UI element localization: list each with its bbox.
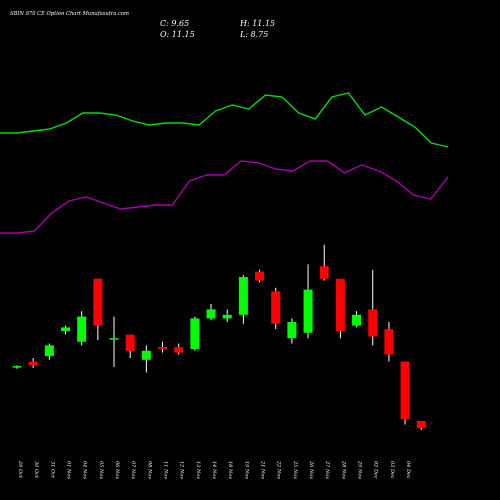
x-tick-label: 28 Nov [340,460,346,479]
candle-up [238,277,248,315]
candle-down [335,278,345,331]
x-tick-label: 27 Nov [324,460,330,479]
x-tick-label: 03 Dec [389,461,395,479]
candle-down [255,271,265,281]
x-tick-label: 07 Nov [130,461,136,479]
candle-up [352,314,362,326]
x-tick-label: 21 Nov [260,460,266,479]
chart-title: SBIN 970 CE Option Chart Munafasutra.com [10,11,129,17]
x-tick-label: 04 Dec [405,461,411,479]
candle-up [190,318,200,349]
x-tick-label: 11 Nov [163,461,169,479]
close-value: C: 9.65 [160,19,189,28]
x-tick-label: 25 Nov [292,460,298,479]
x-tick-label: 29 Oct [17,460,23,479]
x-tick-label: 02 Dec [373,461,379,479]
candle-down [93,278,103,326]
candle-up [77,316,87,342]
candle-up [44,345,54,357]
x-tick-label: 22 Nov [276,460,282,479]
candle-up [222,314,232,319]
upper-band-line [0,92,449,148]
candle-down [125,334,135,351]
low-value: L: 8.75 [239,30,268,39]
x-tick-label: 18 Nov [227,461,233,479]
x-tick-label: 26 Nov [308,460,314,479]
x-tick-label: 30 Oct [33,461,39,479]
candle-up [61,327,71,331]
candle-down [416,421,426,429]
x-tick-label: 04 Nov [82,461,88,479]
candle-up [12,366,22,368]
candle-up [206,309,216,319]
candle-down [28,361,38,366]
candle-up [303,289,313,333]
x-tick-label: 08 Nov [146,461,152,479]
candle-up [141,350,151,360]
candle-up [109,338,119,340]
x-tick-label: 05 Nov [98,461,104,479]
candle-down [174,347,184,353]
x-tick-label: 14 Nov [211,461,217,479]
x-tick-label: 01 Nov [66,461,72,479]
candle-down [400,361,410,420]
x-tick-label: 12 Nov [179,461,185,479]
x-tick-label: 31 Oct [49,461,55,479]
high-value: H: 11.15 [239,19,275,28]
candle-down [319,266,329,279]
x-tick-label: 13 Nov [195,461,201,479]
open-value: O: 11.15 [160,30,195,39]
candle-down [384,329,394,355]
x-tick-label: 29 Nov [357,460,363,479]
x-tick-label: 06 Nov [114,461,120,479]
lower-band-line [0,160,449,234]
x-tick-label: 19 Nov [243,461,249,479]
candle-down [368,309,378,337]
candle-down [158,347,168,349]
candle-up [287,322,297,339]
candle-down [271,291,281,324]
